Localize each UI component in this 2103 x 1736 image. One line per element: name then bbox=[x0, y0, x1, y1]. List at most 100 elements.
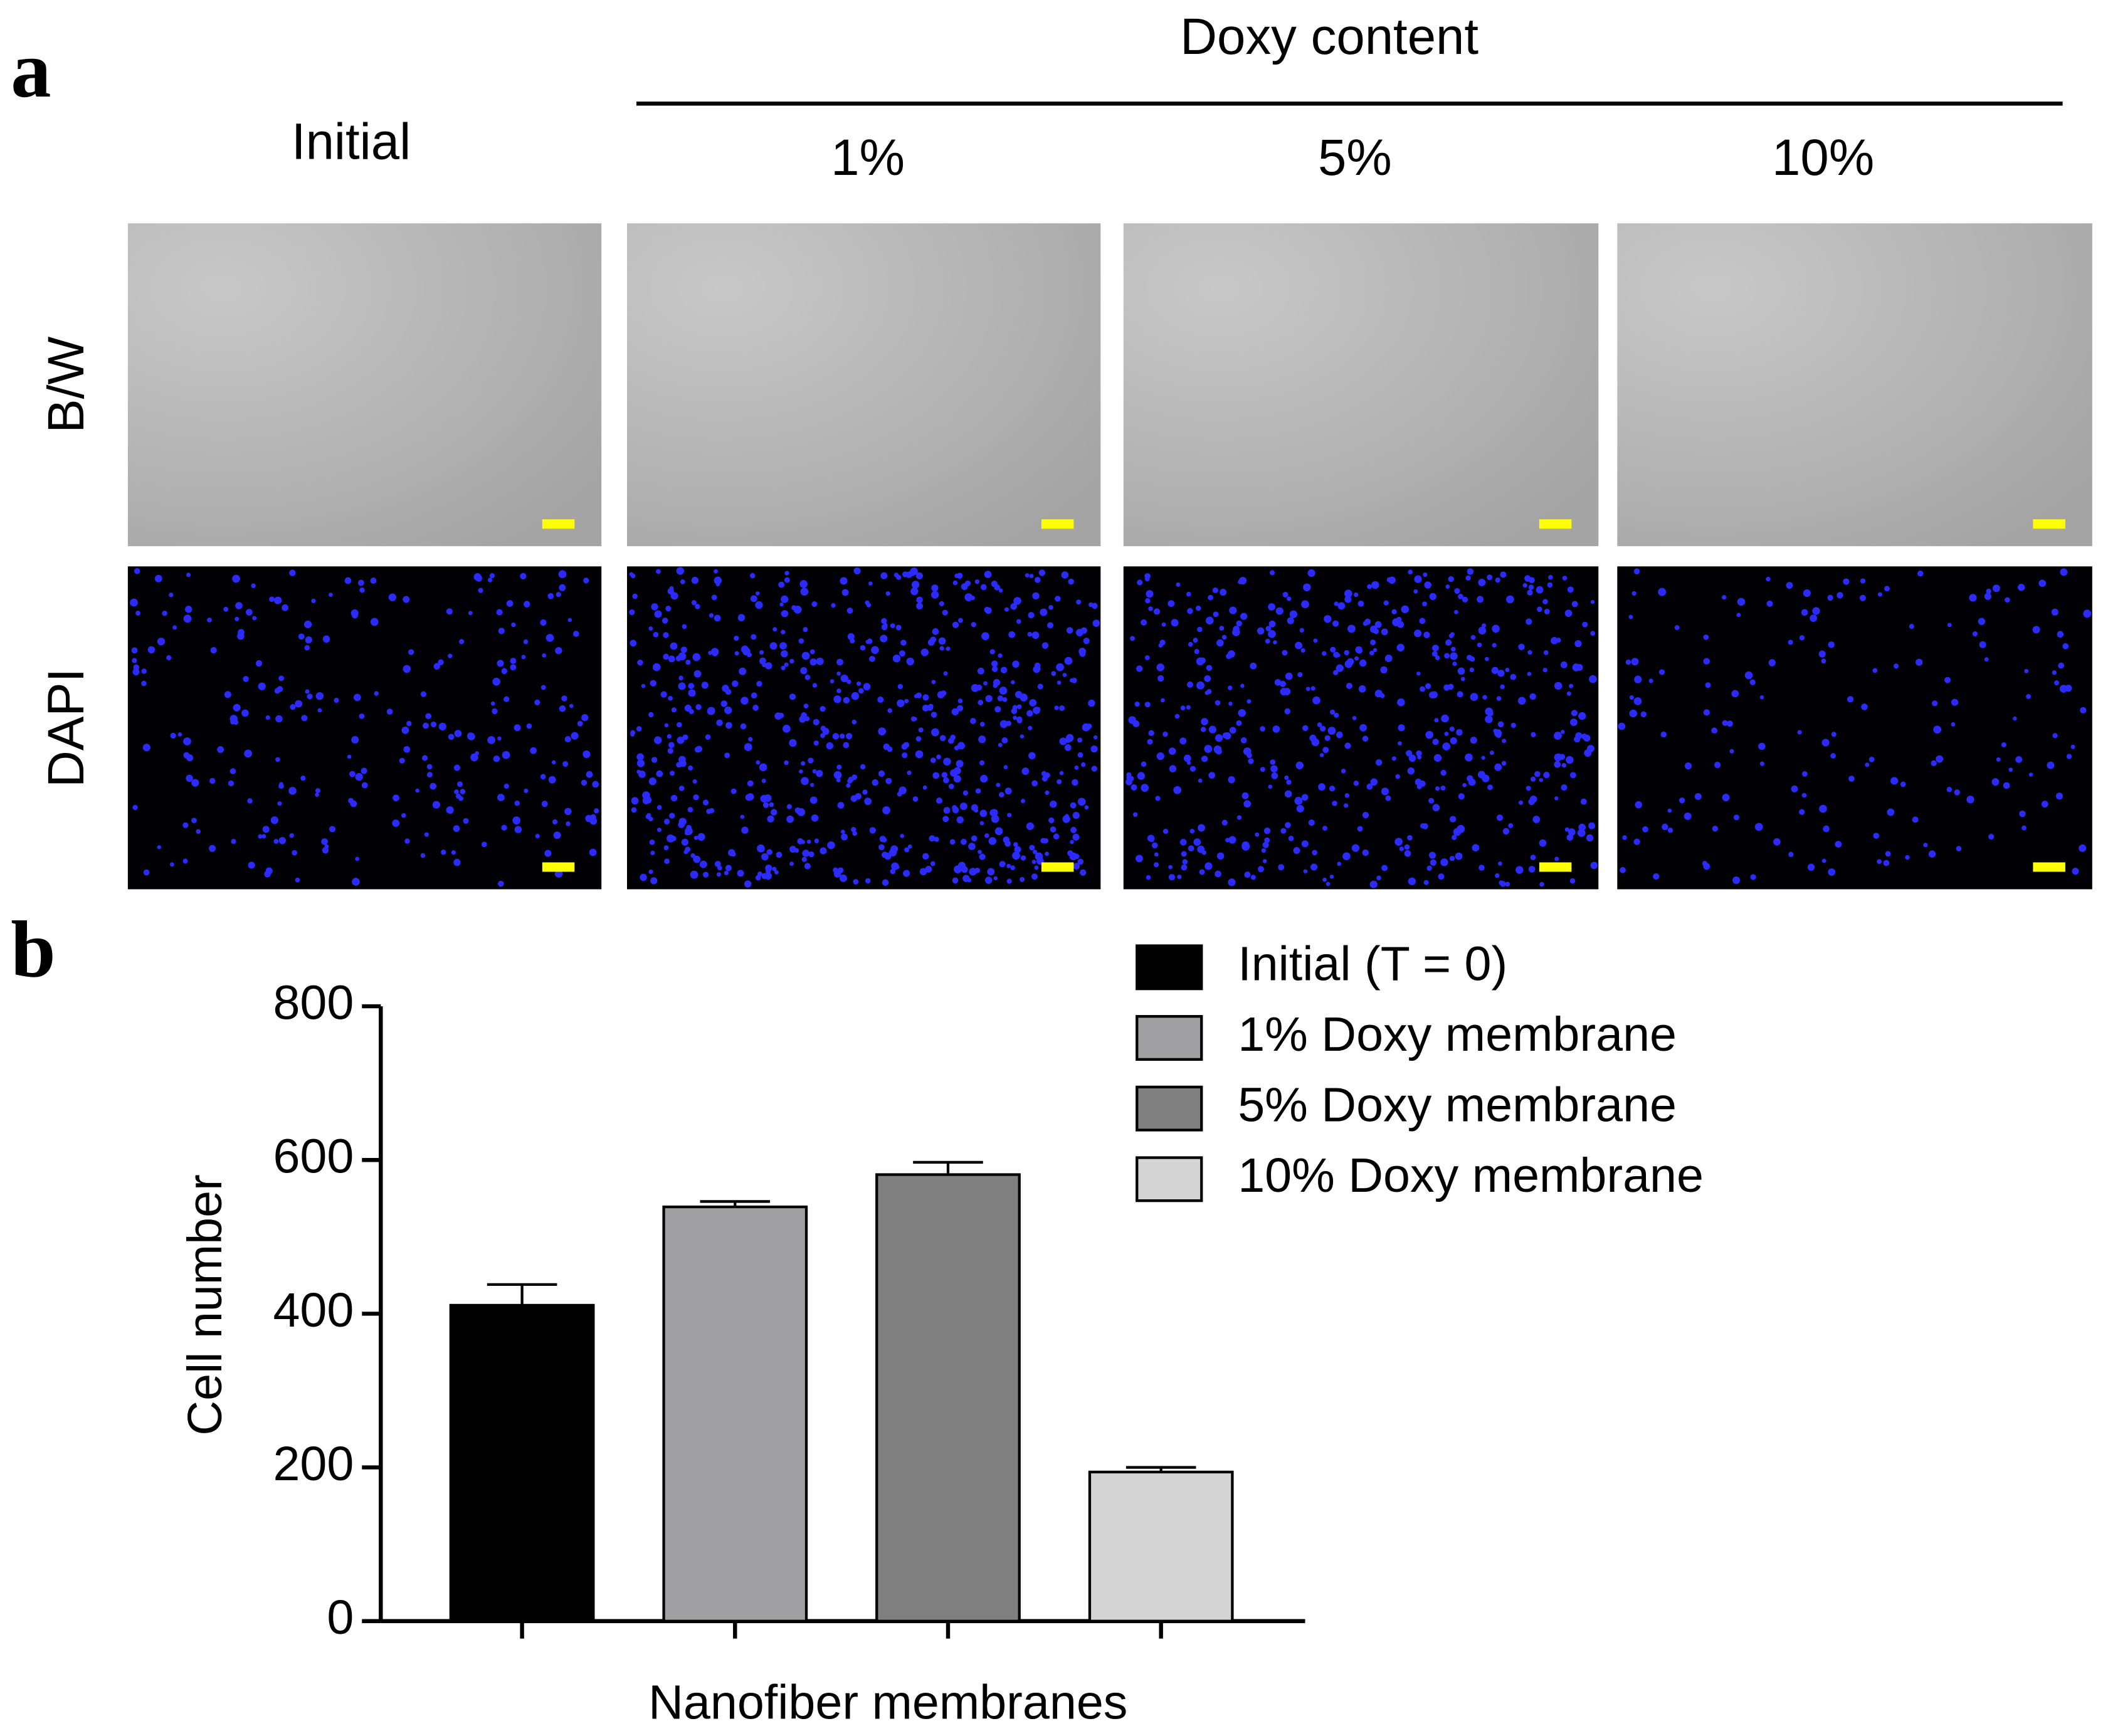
cell-nucleus bbox=[1456, 729, 1463, 736]
cell-nucleus bbox=[1025, 573, 1030, 577]
cell-nucleus bbox=[1554, 796, 1559, 801]
cell-nucleus bbox=[1001, 737, 1008, 744]
cell-nucleus bbox=[1694, 792, 1702, 801]
cell-nucleus bbox=[1423, 631, 1430, 638]
cell-nucleus bbox=[355, 772, 363, 781]
cell-nucleus bbox=[1295, 641, 1303, 650]
cell-nucleus bbox=[865, 797, 870, 802]
cell-nucleus bbox=[1496, 814, 1504, 821]
cell-nucleus bbox=[1454, 587, 1460, 594]
cell-nucleus bbox=[1077, 752, 1083, 758]
cell-nucleus bbox=[1470, 693, 1478, 701]
cell-nucleus bbox=[540, 774, 546, 780]
cell-nucleus bbox=[932, 628, 939, 635]
cell-nucleus bbox=[1324, 615, 1332, 623]
cell-nucleus bbox=[420, 691, 426, 697]
cell-nucleus bbox=[1274, 679, 1282, 686]
cell-nucleus bbox=[1404, 844, 1410, 850]
cell-nucleus bbox=[1398, 724, 1405, 732]
cell-nucleus bbox=[809, 649, 815, 655]
cell-nucleus bbox=[426, 772, 433, 778]
cell-nucleus bbox=[497, 660, 504, 667]
cell-nucleus bbox=[1812, 607, 1820, 615]
cell-nucleus bbox=[799, 580, 808, 588]
cell-nucleus bbox=[1021, 799, 1025, 804]
cell-nucleus bbox=[454, 730, 462, 737]
cell-nucleus bbox=[1021, 767, 1030, 776]
cell-nucleus bbox=[258, 682, 266, 690]
cell-nucleus bbox=[942, 816, 949, 823]
cell-nucleus bbox=[530, 747, 537, 754]
cell-nucleus bbox=[1586, 745, 1594, 752]
cell-nucleus bbox=[315, 692, 324, 700]
cell-nucleus bbox=[1413, 629, 1422, 638]
cell-nucleus bbox=[1255, 832, 1260, 837]
cell-nucleus bbox=[1145, 597, 1151, 604]
cell-nucleus bbox=[305, 689, 310, 694]
cell-nucleus bbox=[1157, 675, 1164, 682]
cell-nucleus bbox=[816, 657, 824, 665]
cell-nucleus bbox=[904, 847, 910, 853]
cell-nucleus bbox=[446, 608, 453, 615]
cell-nucleus bbox=[978, 850, 982, 855]
cell-nucleus bbox=[896, 574, 902, 580]
cell-nucleus bbox=[1072, 833, 1080, 841]
cell-nucleus bbox=[511, 622, 516, 628]
scale-bar bbox=[1539, 862, 1572, 872]
cell-nucleus bbox=[1404, 850, 1411, 857]
cell-nucleus bbox=[1010, 865, 1015, 870]
cell-nucleus bbox=[1344, 589, 1352, 598]
cell-nucleus bbox=[750, 572, 756, 579]
cell-nucleus bbox=[1137, 579, 1143, 586]
cell-nucleus bbox=[758, 846, 765, 853]
cell-nucleus bbox=[231, 839, 236, 844]
cell-nucleus bbox=[1282, 592, 1289, 598]
cell-nucleus bbox=[1283, 688, 1291, 695]
cell-nucleus bbox=[915, 750, 924, 759]
cell-nucleus bbox=[1232, 628, 1240, 636]
cell-nucleus bbox=[904, 698, 909, 703]
cell-nucleus bbox=[802, 850, 809, 857]
bar bbox=[875, 1173, 1021, 1623]
cell-nucleus bbox=[641, 683, 646, 688]
cell-nucleus bbox=[761, 873, 768, 880]
cell-nucleus bbox=[725, 865, 732, 871]
cell-nucleus bbox=[1374, 621, 1382, 628]
cell-nucleus bbox=[177, 732, 182, 737]
cell-nucleus bbox=[255, 660, 263, 667]
cell-nucleus bbox=[1431, 651, 1438, 657]
cell-nucleus bbox=[217, 746, 224, 753]
cell-nucleus bbox=[751, 634, 757, 640]
cell-nucleus bbox=[514, 724, 521, 732]
cell-nucleus bbox=[1510, 722, 1516, 729]
cell-nucleus bbox=[741, 697, 749, 705]
cell-nucleus bbox=[1301, 840, 1309, 848]
cell-nucleus bbox=[577, 720, 583, 727]
cell-nucleus bbox=[697, 833, 705, 841]
cell-nucleus bbox=[1984, 657, 1989, 662]
cell-nucleus bbox=[1828, 868, 1836, 876]
cell-nucleus bbox=[432, 801, 440, 809]
cell-nucleus bbox=[430, 782, 437, 790]
cell-nucleus bbox=[1198, 778, 1203, 783]
cell-nucleus bbox=[1917, 571, 1924, 577]
cell-nucleus bbox=[558, 570, 567, 579]
cell-nucleus bbox=[441, 850, 446, 855]
cell-nucleus bbox=[1449, 726, 1455, 732]
cell-nucleus bbox=[901, 743, 908, 750]
cell-nucleus bbox=[732, 680, 739, 687]
cell-nucleus bbox=[1189, 765, 1196, 772]
cell-nucleus bbox=[1020, 734, 1025, 739]
cell-nucleus bbox=[1137, 772, 1146, 780]
cell-nucleus bbox=[1300, 648, 1305, 653]
cell-nucleus bbox=[1070, 826, 1077, 833]
cell-nucleus bbox=[1215, 870, 1221, 878]
cell-nucleus bbox=[691, 600, 697, 606]
cell-nucleus bbox=[1569, 683, 1574, 688]
cell-nucleus bbox=[1454, 609, 1458, 614]
cell-nucleus bbox=[1236, 720, 1242, 726]
cell-nucleus bbox=[1667, 808, 1672, 813]
cell-nucleus bbox=[1151, 842, 1158, 849]
cell-nucleus bbox=[991, 666, 998, 673]
cell-nucleus bbox=[1215, 748, 1222, 755]
